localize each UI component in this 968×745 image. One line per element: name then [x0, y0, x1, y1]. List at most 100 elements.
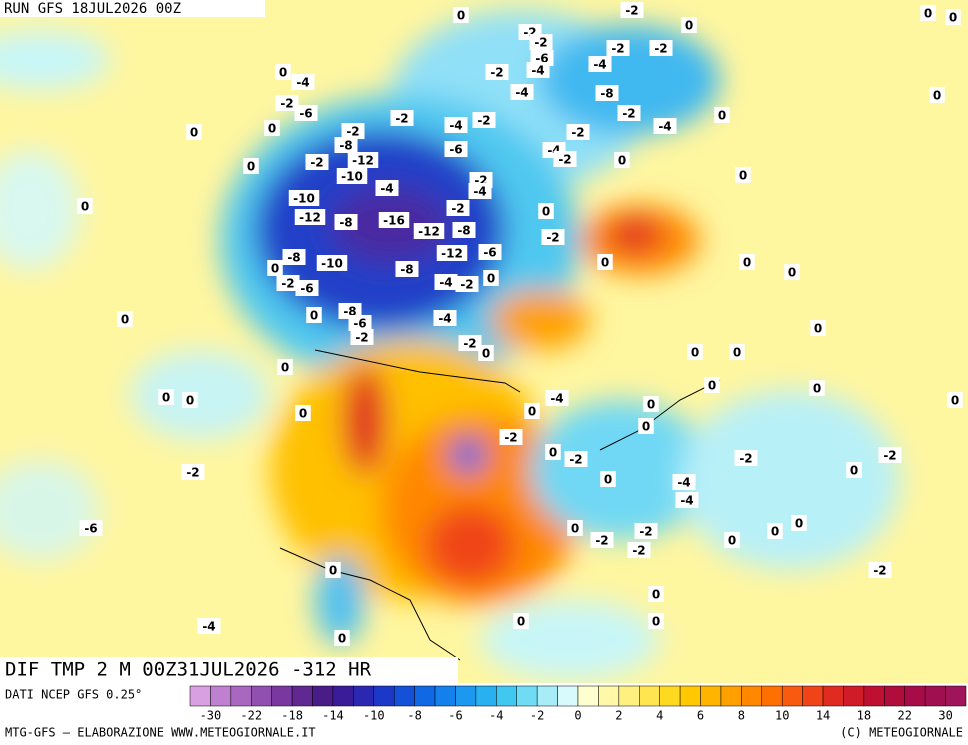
label-bg: [294, 209, 326, 225]
contour-label: -2: [739, 452, 752, 466]
contour-label: -6: [353, 317, 366, 331]
label-bg: [277, 359, 293, 375]
contour-label: -2: [463, 337, 476, 351]
colorbar-swatch: [373, 685, 395, 707]
label-bg: [288, 190, 320, 206]
label-bg: [600, 471, 616, 487]
label-bg: [334, 137, 358, 153]
contour-label: 0: [933, 89, 941, 103]
contour-label: -2: [622, 107, 635, 121]
label-bg: [524, 403, 540, 419]
contour-label: -4: [658, 120, 671, 134]
colorbar-swatch: [496, 685, 517, 707]
label-bg: [434, 274, 458, 290]
contour-label: 0: [162, 391, 170, 405]
label-bg: [348, 315, 372, 331]
contour-label: 0: [708, 379, 716, 393]
contour-label: -4: [380, 182, 393, 196]
label-bg: [564, 451, 588, 467]
contour-label: 0: [813, 382, 821, 396]
contour-label: 0: [329, 564, 337, 578]
label-bg: [791, 515, 807, 531]
colorbar-tick-label: -30: [200, 709, 222, 723]
colorbar-swatch: [210, 685, 232, 707]
label-bg: [614, 152, 630, 168]
contour-label: -12: [352, 154, 374, 168]
contour-label: -6: [300, 282, 313, 296]
label-bg: [485, 64, 509, 80]
label-bg: [243, 158, 259, 174]
label-bg: [181, 464, 205, 480]
label-bg: [566, 124, 590, 140]
label-bg: [734, 450, 758, 466]
colorbar-swatch: [353, 685, 375, 707]
label-bg: [306, 307, 322, 323]
contour-label: -2: [534, 36, 547, 50]
contour-label: -2: [558, 153, 571, 167]
label-bg: [620, 2, 644, 18]
contour-label: 0: [601, 256, 609, 270]
contour-label: -2: [186, 466, 199, 480]
label-bg: [413, 223, 445, 239]
contour-label: -10: [341, 170, 363, 184]
colorbar-swatch: [455, 685, 477, 707]
label-bg: [458, 335, 482, 351]
contour-label: 0: [652, 588, 660, 602]
colorbar-tick-label: 2: [615, 709, 622, 723]
colorbar-swatch: [251, 685, 272, 707]
label-bg: [595, 85, 619, 101]
contour-label: -2: [504, 431, 517, 445]
label-bg: [510, 84, 534, 100]
contour-label: -2: [310, 156, 323, 170]
label-bg: [945, 9, 961, 25]
label-bg: [627, 542, 651, 558]
label-bg: [681, 17, 697, 33]
label-bg: [334, 214, 358, 230]
contour-label: -12: [299, 211, 321, 225]
label-bg: [735, 167, 751, 183]
contour-label: -2: [280, 97, 293, 111]
contour-label: -8: [600, 87, 613, 101]
label-bg: [687, 344, 703, 360]
contour-label: -16: [383, 214, 405, 228]
contour-label: -2: [654, 42, 667, 56]
contour-label: -4: [439, 276, 452, 290]
contour-label: 0: [121, 313, 129, 327]
contour-label: 0: [795, 517, 803, 531]
colorbar-swatch: [924, 685, 946, 707]
colorbar-swatch: [414, 685, 436, 707]
contour-label: 0: [604, 473, 612, 487]
label-bg: [704, 377, 720, 393]
contour-label: 0: [924, 7, 932, 21]
colorbar-swatch: [475, 685, 497, 707]
label-bg: [433, 310, 457, 326]
colorbar-tick-label: -8: [407, 709, 421, 723]
colorbar-swatch: [781, 685, 803, 707]
contour-label: -2: [490, 66, 503, 80]
label-bg: [810, 320, 826, 336]
contour-label: -4: [593, 58, 606, 72]
source-label: DATI NCEP GFS 0.25°: [5, 688, 142, 702]
contour-label: 0: [190, 126, 198, 140]
label-bg: [947, 392, 963, 408]
label-bg: [724, 532, 740, 548]
label-bg: [158, 389, 174, 405]
label-bg: [291, 74, 315, 90]
label-bg: [186, 124, 202, 140]
caption-box: [0, 657, 458, 683]
contour-labels: 0 -200 0-2-2 -2 -2-6 -4-4-40 -2-4 -8 0-2-600-2-2…: [0, 0, 963, 646]
contour-label: 0: [279, 66, 287, 80]
contour-label: -4: [473, 185, 486, 199]
label-bg: [390, 110, 414, 126]
colorbar-swatch: [291, 685, 313, 707]
contour-label: 0: [618, 154, 626, 168]
contour-label: -4: [296, 76, 309, 90]
colorbar-swatch: [802, 685, 824, 707]
contour-label: -2: [569, 453, 582, 467]
label-bg: [588, 56, 612, 72]
label-bg: [453, 7, 469, 23]
contour-label: 0: [771, 525, 779, 539]
label-bg: [478, 345, 494, 361]
label-bg: [117, 311, 133, 327]
label-bg: [648, 613, 664, 629]
